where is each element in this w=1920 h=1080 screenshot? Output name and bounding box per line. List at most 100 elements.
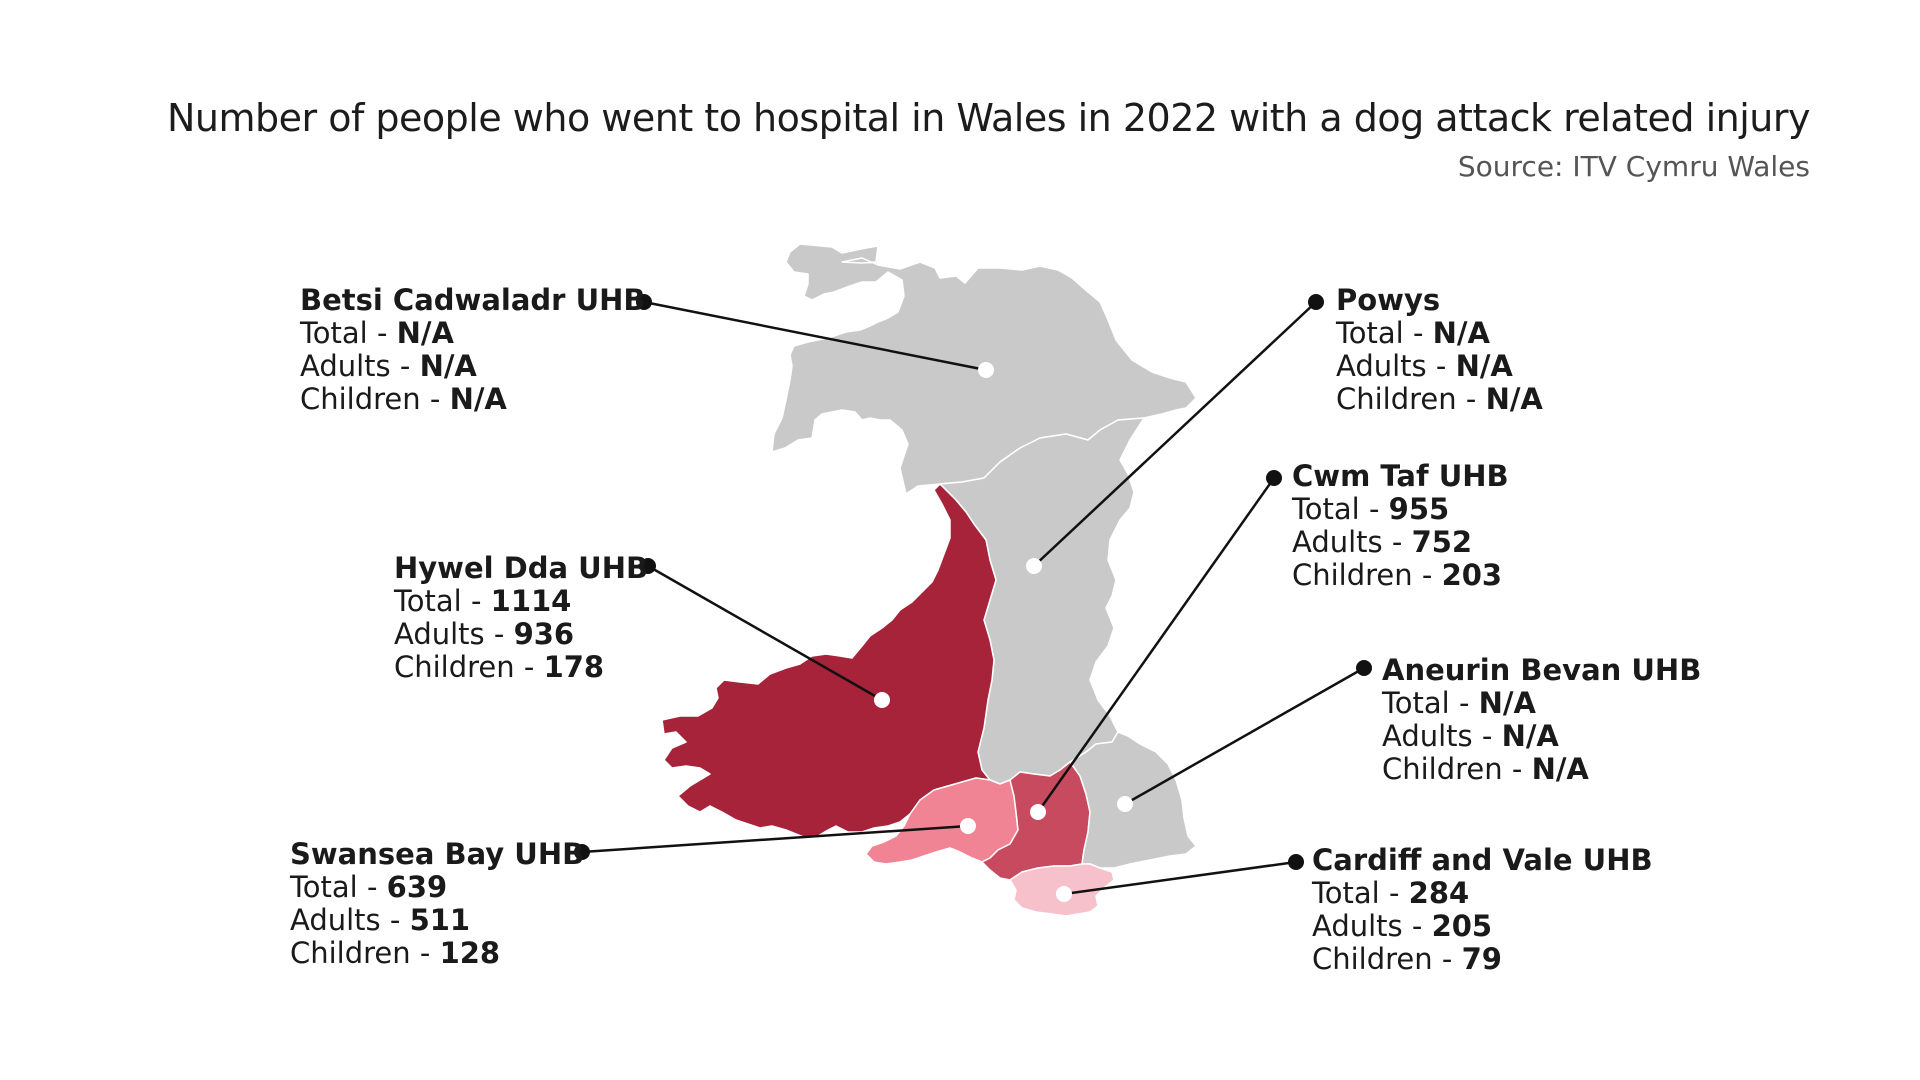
adults-value: 936 [513, 617, 575, 651]
adults-value: 205 [1431, 909, 1493, 943]
label-dot-powys [1308, 294, 1324, 310]
children-row: Children - 128 [290, 937, 584, 970]
adults-value: 511 [409, 903, 471, 937]
children-row: Children - N/A [1336, 383, 1543, 416]
total-row: Total - N/A [300, 317, 646, 350]
region-name: Swansea Bay UHB [290, 837, 585, 871]
marker-cardiff [1056, 886, 1072, 902]
region-name: Hywel Dda UHB [394, 551, 649, 585]
children-label: Children - [1312, 942, 1462, 976]
leader-line-cardiff [1063, 860, 1297, 896]
label-aneurin-bevan: Aneurin Bevan UHB Total - N/A Adults - N… [1382, 654, 1701, 786]
total-row: Total - 284 [1312, 877, 1653, 910]
region-name: Cwm Taf UHB [1292, 459, 1509, 493]
adults-label: Adults - [1382, 719, 1502, 753]
label-cwm-taf: Cwm Taf UHB Total - 955 Adults - 752 Chi… [1292, 460, 1509, 592]
children-row: Children - N/A [1382, 753, 1701, 786]
children-label: Children - [290, 936, 440, 970]
total-row: Total - N/A [1336, 317, 1543, 350]
adults-row: Adults - N/A [1382, 720, 1701, 753]
children-value: N/A [1485, 382, 1543, 416]
label-cardiff-and-vale: Cardiff and Vale UHB Total - 284 Adults … [1312, 844, 1653, 976]
source-note: Source: ITV Cymru Wales [1457, 150, 1810, 183]
children-label: Children - [1292, 558, 1442, 592]
region-name: Cardiff and Vale UHB [1312, 843, 1653, 877]
label-betsi-cadwaladr: Betsi Cadwaladr UHB Total - N/A Adults -… [300, 284, 646, 416]
total-value: 955 [1388, 492, 1450, 526]
leader-line-cwmtaf [1036, 477, 1276, 813]
children-value: 178 [543, 650, 605, 684]
label-dot-cwmtaf [1266, 470, 1282, 486]
children-label: Children - [1336, 382, 1486, 416]
region-hywel-dda [661, 483, 997, 839]
total-row: Total - N/A [1382, 687, 1701, 720]
marker-cwmtaf [1030, 804, 1046, 820]
total-value: 639 [386, 870, 448, 904]
total-value: N/A [396, 316, 454, 350]
adults-label: Adults - [1312, 909, 1432, 943]
region-markers [874, 362, 1133, 902]
children-label: Children - [394, 650, 544, 684]
adults-label: Adults - [290, 903, 410, 937]
leader-line-aneurin [1124, 666, 1365, 806]
adults-label: Adults - [300, 349, 420, 383]
total-label: Total - [394, 584, 491, 618]
marker-powys [1026, 558, 1042, 574]
label-dot-aneurin [1356, 660, 1372, 676]
marker-hywel [874, 692, 890, 708]
label-dot-swansea [574, 844, 590, 860]
children-row: Children - N/A [300, 383, 646, 416]
adults-row: Adults - 511 [290, 904, 584, 937]
adults-row: Adults - 205 [1312, 910, 1653, 943]
total-row: Total - 955 [1292, 493, 1509, 526]
adults-label: Adults - [1292, 525, 1412, 559]
total-label: Total - [290, 870, 387, 904]
children-value: N/A [449, 382, 507, 416]
children-row: Children - 79 [1312, 943, 1653, 976]
region-name: Aneurin Bevan UHB [1382, 653, 1702, 687]
total-label: Total - [1336, 316, 1433, 350]
adults-row: Adults - N/A [300, 350, 646, 383]
children-value: 203 [1441, 558, 1503, 592]
total-label: Total - [1292, 492, 1389, 526]
label-dots [574, 294, 1372, 870]
leader-line-powys [1033, 301, 1317, 567]
marker-aneurin [1117, 796, 1133, 812]
adults-label: Adults - [394, 617, 514, 651]
label-dot-cardiff [1288, 854, 1304, 870]
leader-line-betsi [643, 300, 987, 372]
children-label: Children - [1382, 752, 1532, 786]
label-swansea-bay: Swansea Bay UHB Total - 639 Adults - 511… [290, 838, 584, 970]
children-value: 79 [1461, 942, 1502, 976]
label-hywel-dda: Hywel Dda UHB Total - 1114 Adults - 936 … [394, 552, 648, 684]
total-label: Total - [1312, 876, 1409, 910]
total-row: Total - 639 [290, 871, 584, 904]
marker-swansea [960, 818, 976, 834]
total-row: Total - 1114 [394, 585, 648, 618]
region-name: Betsi Cadwaladr UHB [300, 283, 646, 317]
adults-value: N/A [1455, 349, 1513, 383]
total-value: 1114 [490, 584, 572, 618]
adults-row: Adults - 752 [1292, 526, 1509, 559]
adults-row: Adults - N/A [1336, 350, 1543, 383]
label-powys: Powys Total - N/A Adults - N/A Children … [1336, 284, 1543, 416]
label-dot-betsi [636, 294, 652, 310]
chart-title: Number of people who went to hospital in… [166, 96, 1811, 140]
leader-line-hywel [647, 564, 883, 702]
total-label: Total - [1382, 686, 1479, 720]
total-value: N/A [1478, 686, 1536, 720]
label-dot-hywel [640, 558, 656, 574]
leader-line-swansea [581, 824, 969, 854]
total-label: Total - [300, 316, 397, 350]
adults-row: Adults - 936 [394, 618, 648, 651]
adults-value: 752 [1411, 525, 1473, 559]
adults-value: N/A [1501, 719, 1559, 753]
total-value: N/A [1432, 316, 1490, 350]
region-name: Powys [1336, 283, 1441, 317]
children-value: N/A [1531, 752, 1589, 786]
leader-lines [581, 300, 1365, 896]
marker-betsi [978, 362, 994, 378]
total-value: 284 [1408, 876, 1470, 910]
adults-label: Adults - [1336, 349, 1456, 383]
